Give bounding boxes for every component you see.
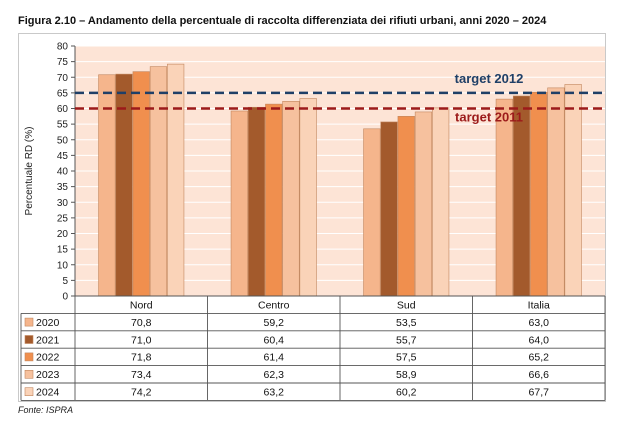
y-tick-label: 70	[57, 73, 69, 84]
figure-title: Figura 2.10 – Andamento della percentual…	[18, 15, 547, 27]
data-value-label: 73,4	[131, 369, 152, 381]
data-value-label: 58,9	[396, 369, 417, 381]
legend-label: 2023	[36, 369, 60, 381]
y-tick-label: 60	[57, 104, 69, 115]
figure-source: Fonte: ISPRA	[18, 405, 74, 415]
y-tick-label: 0	[62, 292, 68, 303]
data-value-label: 60,4	[264, 334, 285, 346]
y-tick-label: 65	[57, 88, 69, 99]
bar-2024-italia	[564, 84, 582, 297]
data-value-label: 63,2	[264, 387, 285, 399]
reference-line-label: target 2011	[455, 110, 523, 125]
legend-label: 2020	[36, 317, 60, 329]
data-value-label: 74,2	[131, 387, 152, 399]
data-value-label: 57,5	[396, 352, 417, 364]
bar-2023-italia	[547, 87, 565, 297]
bar-2024-sud	[432, 107, 450, 297]
legend-label: 2021	[36, 334, 60, 346]
bar-2020-sud	[363, 128, 381, 297]
chart-frame: 0 5 10 15 20 25 30 35 40 45 50 55 60 65 70 75 80 Percentu…	[18, 33, 606, 402]
y-tick-label: 50	[57, 135, 69, 146]
y-tick-label: 80	[57, 42, 69, 53]
bar-2024-centro	[299, 98, 317, 297]
bar-2022-italia	[530, 91, 548, 297]
data-value-label: 60,2	[396, 387, 417, 399]
legend-swatch-2023	[24, 369, 34, 379]
data-value-label: 71,8	[131, 352, 152, 364]
y-tick-label: 35	[57, 182, 69, 193]
data-value-label: 67,7	[529, 387, 550, 399]
y-tick-label: 15	[57, 245, 69, 256]
bar-2024-nord	[167, 63, 185, 297]
bar-2023-nord	[149, 66, 168, 297]
y-tick-label: 30	[57, 198, 69, 209]
reference-line-label: target 2012	[455, 71, 524, 86]
bar-2021-sud	[380, 121, 398, 297]
y-tick-label: 5	[62, 276, 68, 287]
data-value-label: 62,3	[264, 369, 285, 381]
data-value-label: 53,5	[396, 317, 417, 329]
category-label: Centro	[258, 300, 290, 312]
bar-2021-centro	[247, 106, 266, 297]
data-value-label: 66,6	[529, 369, 550, 381]
legend-swatch-2021	[24, 335, 34, 344]
bar-2020-centro	[230, 110, 248, 297]
bar-2021-italia	[512, 95, 531, 297]
y-tick-label: 75	[57, 57, 69, 68]
legend-swatch-2020	[24, 317, 34, 327]
data-value-label: 70,8	[131, 317, 152, 329]
y-tick-label: 40	[57, 167, 69, 178]
bar-2023-centro	[282, 101, 300, 297]
data-value-label: 59,2	[264, 317, 285, 329]
bar-2023-sud	[414, 111, 433, 297]
data-value-label: 65,2	[529, 352, 550, 364]
bar-2020-italia	[495, 98, 513, 297]
bar-2022-sud	[397, 116, 415, 297]
legend-label: 2024	[36, 387, 60, 399]
y-tick-label: 20	[57, 229, 69, 240]
category-label: Sud	[397, 300, 416, 312]
y-tick-label: 55	[57, 120, 69, 131]
bar-2022-nord	[132, 71, 150, 297]
bar-chart: 0 5 10 15 20 25 30 35 40 45 50 55 60 65 70 75 80 Percentu…	[20, 42, 606, 401]
data-value-label: 63,0	[529, 317, 550, 329]
data-value-label: 55,7	[396, 334, 417, 346]
data-value-label: 64,0	[529, 334, 550, 346]
bar-2022-centro	[265, 103, 283, 297]
category-label: Nord	[130, 300, 153, 312]
y-axis-title: Percentuale RD (%)	[24, 127, 35, 216]
y-tick-label: 10	[57, 260, 69, 271]
data-value-label: 71,0	[131, 334, 152, 346]
legend-label: 2022	[36, 352, 60, 364]
data-value-label: 61,4	[264, 352, 285, 364]
legend-swatch-2024	[24, 387, 34, 397]
y-tick-label: 25	[57, 213, 69, 224]
legend-swatch-2022	[24, 352, 34, 362]
category-label: Italia	[528, 300, 550, 312]
y-tick-label: 45	[57, 151, 69, 162]
